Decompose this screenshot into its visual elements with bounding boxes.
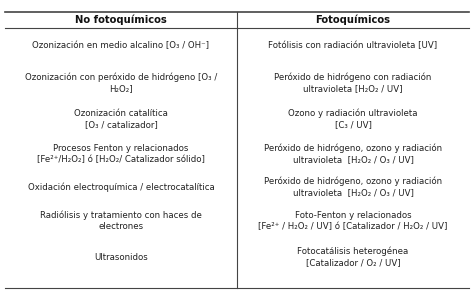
Text: Fotocatálisis heterogénea
[Catalizador / O₂ / UV]: Fotocatálisis heterogénea [Catalizador /… [297,246,409,267]
Text: Fotoquímicos: Fotoquímicos [316,15,391,25]
Text: Ozonización catalítica
[O₃ / catalizador]: Ozonización catalítica [O₃ / catalizador… [74,109,168,129]
Text: Ultrasonidos: Ultrasonidos [94,253,148,262]
Text: Fotólisis con radiación ultravioleta [UV]: Fotólisis con radiación ultravioleta [UV… [268,41,438,51]
Text: Ozonización con peróxido de hidrógeno [O₃ /
H₂O₂]: Ozonización con peróxido de hidrógeno [O… [25,72,217,93]
Text: Foto-Fenton y relacionados
[Fe²⁺ / H₂O₂ / UV] ó [Catalizador / H₂O₂ / UV]: Foto-Fenton y relacionados [Fe²⁺ / H₂O₂ … [258,211,447,231]
Text: Peróxido de hidrógeno con radiación
ultravioleta [H₂O₂ / UV]: Peróxido de hidrógeno con radiación ultr… [274,72,432,93]
Text: Procesos Fenton y relacionados
[Fe²⁺/H₂O₂] ó [H₂O₂/ Catalizador sólido]: Procesos Fenton y relacionados [Fe²⁺/H₂O… [37,144,205,164]
Text: Radiólisis y tratamiento con haces de
electrones: Radiólisis y tratamiento con haces de el… [40,211,202,232]
Text: Ozonización en medio alcalino [O₃ / OH⁻]: Ozonización en medio alcalino [O₃ / OH⁻] [33,41,210,51]
Text: Peróxido de hidrógeno, ozono y radiación
ultravioleta  [H₂O₂ / O₃ / UV]: Peróxido de hidrógeno, ozono y radiación… [264,144,442,164]
Text: Peróxido de hidrógeno, ozono y radiación
ultravioleta  [H₂O₂ / O₃ / UV]: Peróxido de hidrógeno, ozono y radiación… [264,177,442,197]
Text: Oxidación electroquímica / electrocatalítica: Oxidación electroquímica / electrocatalí… [27,182,214,192]
Text: No fotoquímicos: No fotoquímicos [75,15,167,25]
Text: Ozono y radiación ultravioleta
[C₃ / UV]: Ozono y radiación ultravioleta [C₃ / UV] [288,109,418,129]
